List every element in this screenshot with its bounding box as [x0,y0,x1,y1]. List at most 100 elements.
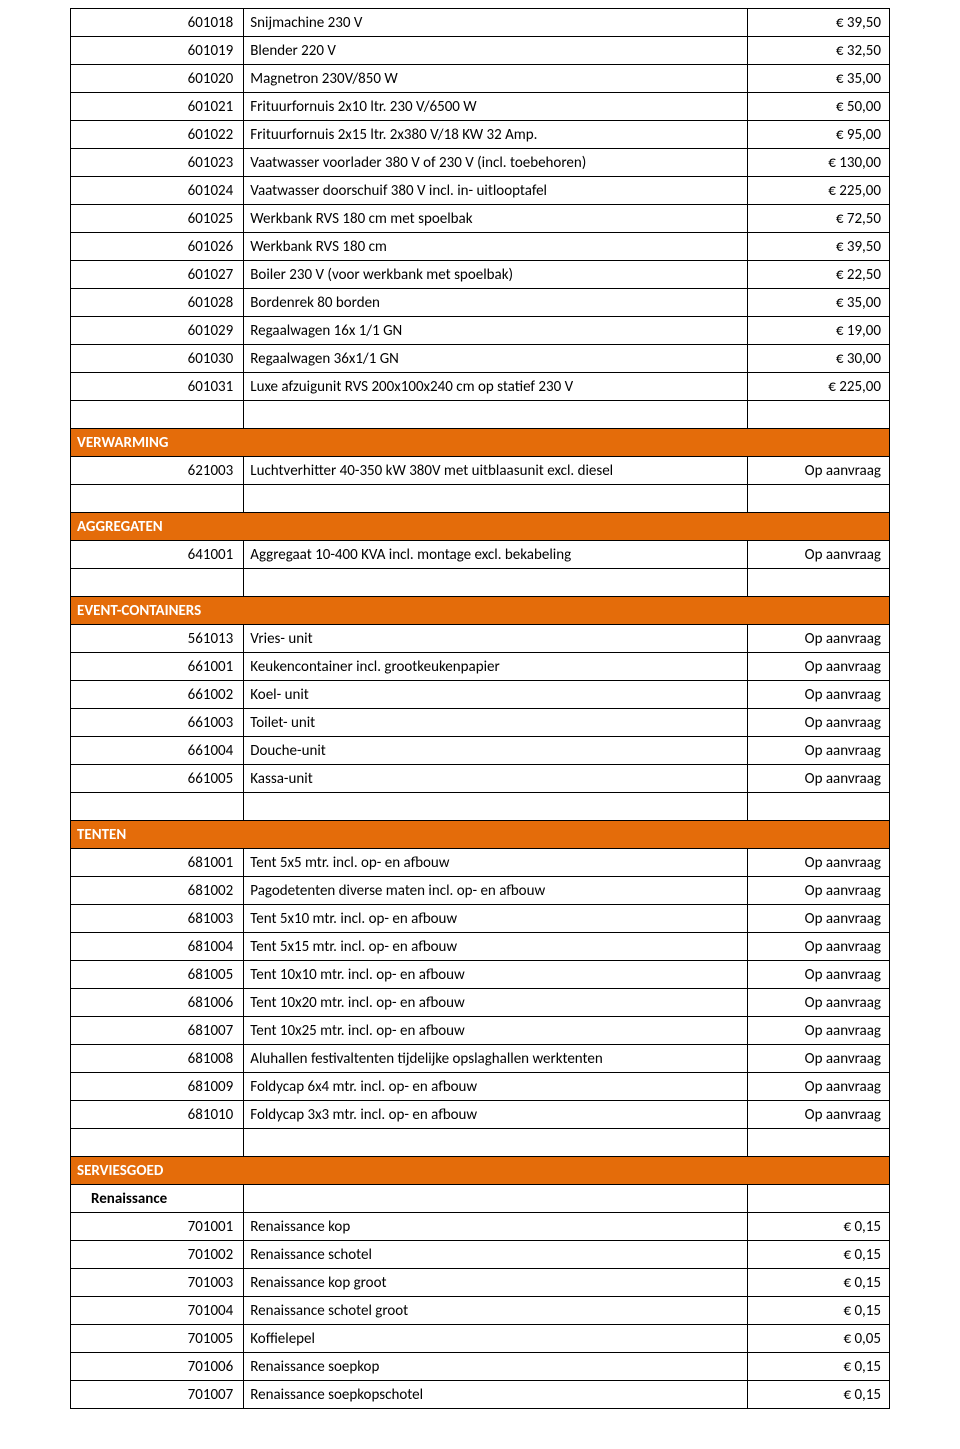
cell-price: Op aanvraag [748,849,890,877]
cell-code: 681001 [71,849,244,877]
table-row: 601027Boiler 230 V (voor werkbank met sp… [71,261,890,289]
section-header: TENTEN [71,821,890,849]
cell-price: € 35,00 [748,65,890,93]
table-row: 601018Snijmachine 230 V€ 39,50 [71,9,890,37]
cell-code: 681007 [71,1017,244,1045]
table-row: 701006Renaissance soepkop€ 0,15 [71,1353,890,1381]
cell-empty [748,1185,890,1213]
table-row: 601023Vaatwasser voorlader 380 V of 230 … [71,149,890,177]
cell-price: € 35,00 [748,289,890,317]
section-title: VERWARMING [71,429,890,457]
cell-price: Op aanvraag [748,625,890,653]
cell-price: € 225,00 [748,177,890,205]
cell-code: 601030 [71,345,244,373]
spacer-row [71,793,890,821]
cell-description: Regaalwagen 36x1/1 GN [244,345,748,373]
cell-description: Tent 5x10 mtr. incl. op- en afbouw [244,905,748,933]
cell-code: 601025 [71,205,244,233]
table-row: 701001Renaissance kop€ 0,15 [71,1213,890,1241]
section-title: SERVIESGOED [71,1157,890,1185]
cell-code: 681002 [71,877,244,905]
cell-description: Tent 10x20 mtr. incl. op- en afbouw [244,989,748,1017]
cell-code: 701007 [71,1381,244,1409]
cell-description: Koffielepel [244,1325,748,1353]
spacer-row [71,401,890,429]
table-row: 601029Regaalwagen 16x 1/1 GN€ 19,00 [71,317,890,345]
table-row: 701007Renaissance soepkopschotel€ 0,15 [71,1381,890,1409]
cell-empty [71,401,244,429]
table-row: 601031Luxe afzuigunit RVS 200x100x240 cm… [71,373,890,401]
cell-code: 601018 [71,9,244,37]
cell-code: 561013 [71,625,244,653]
cell-price: Op aanvraag [748,989,890,1017]
cell-description: Douche-unit [244,737,748,765]
cell-code: 601024 [71,177,244,205]
table-row: 661002Koel- unitOp aanvraag [71,681,890,709]
cell-code: 601028 [71,289,244,317]
cell-description: Pagodetenten diverse maten incl. op- en … [244,877,748,905]
table-row: 681003Tent 5x10 mtr. incl. op- en afbouw… [71,905,890,933]
cell-price: € 39,50 [748,9,890,37]
table-row: 661001Keukencontainer incl. grootkeukenp… [71,653,890,681]
cell-price: Op aanvraag [748,765,890,793]
cell-description: Kassa-unit [244,765,748,793]
table-row: 681002Pagodetenten diverse maten incl. o… [71,877,890,905]
cell-description: Toilet- unit [244,709,748,737]
cell-empty [244,401,748,429]
cell-code: 701004 [71,1297,244,1325]
table-row: 681010Foldycap 3x3 mtr. incl. op- en afb… [71,1101,890,1129]
cell-code: 701001 [71,1213,244,1241]
cell-price: € 225,00 [748,373,890,401]
cell-code: 661004 [71,737,244,765]
cell-description: Luxe afzuigunit RVS 200x100x240 cm op st… [244,373,748,401]
cell-description: Luchtverhitter 40-350 kW 380V met uitbla… [244,457,748,485]
table-row: 601026Werkbank RVS 180 cm€ 39,50 [71,233,890,261]
cell-description: Frituurfornuis 2x15 ltr. 2x380 V/18 KW 3… [244,121,748,149]
cell-price: € 0,15 [748,1213,890,1241]
table-row: 601030Regaalwagen 36x1/1 GN€ 30,00 [71,345,890,373]
cell-empty [244,793,748,821]
cell-code: 681003 [71,905,244,933]
subsection-row: Renaissance [71,1185,890,1213]
cell-code: 701002 [71,1241,244,1269]
cell-price: € 0,15 [748,1269,890,1297]
cell-price: Op aanvraag [748,877,890,905]
cell-price: € 95,00 [748,121,890,149]
spacer-row [71,1129,890,1157]
cell-description: Blender 220 V [244,37,748,65]
cell-description: Koel- unit [244,681,748,709]
table-row: 561013Vries- unitOp aanvraag [71,625,890,653]
cell-code: 701006 [71,1353,244,1381]
cell-empty [748,569,890,597]
table-row: 681004Tent 5x15 mtr. incl. op- en afbouw… [71,933,890,961]
cell-description: Renaissance soepkop [244,1353,748,1381]
cell-code: 681004 [71,933,244,961]
cell-empty [748,401,890,429]
cell-price: € 0,15 [748,1297,890,1325]
cell-description: Werkbank RVS 180 cm met spoelbak [244,205,748,233]
spacer-row [71,569,890,597]
section-title: EVENT-CONTAINERS [71,597,890,625]
price-table: 601018Snijmachine 230 V€ 39,50601019Blen… [70,8,890,1409]
cell-price: Op aanvraag [748,1045,890,1073]
cell-empty [748,485,890,513]
cell-price: Op aanvraag [748,681,890,709]
cell-price: Op aanvraag [748,1017,890,1045]
table-row: 601021Frituurfornuis 2x10 ltr. 230 V/650… [71,93,890,121]
spacer-row [71,485,890,513]
cell-price: € 0,15 [748,1241,890,1269]
cell-description: Tent 10x10 mtr. incl. op- en afbouw [244,961,748,989]
cell-description: Renaissance kop groot [244,1269,748,1297]
cell-price: Op aanvraag [748,1101,890,1129]
cell-code: 641001 [71,541,244,569]
cell-price: € 130,00 [748,149,890,177]
cell-description: Vries- unit [244,625,748,653]
cell-empty [244,1129,748,1157]
cell-price: € 72,50 [748,205,890,233]
section-header: SERVIESGOED [71,1157,890,1185]
table-row: 681007Tent 10x25 mtr. incl. op- en afbou… [71,1017,890,1045]
cell-price: Op aanvraag [748,905,890,933]
cell-description: Renaissance schotel groot [244,1297,748,1325]
cell-code: 661003 [71,709,244,737]
table-row: 701005Koffielepel€ 0,05 [71,1325,890,1353]
